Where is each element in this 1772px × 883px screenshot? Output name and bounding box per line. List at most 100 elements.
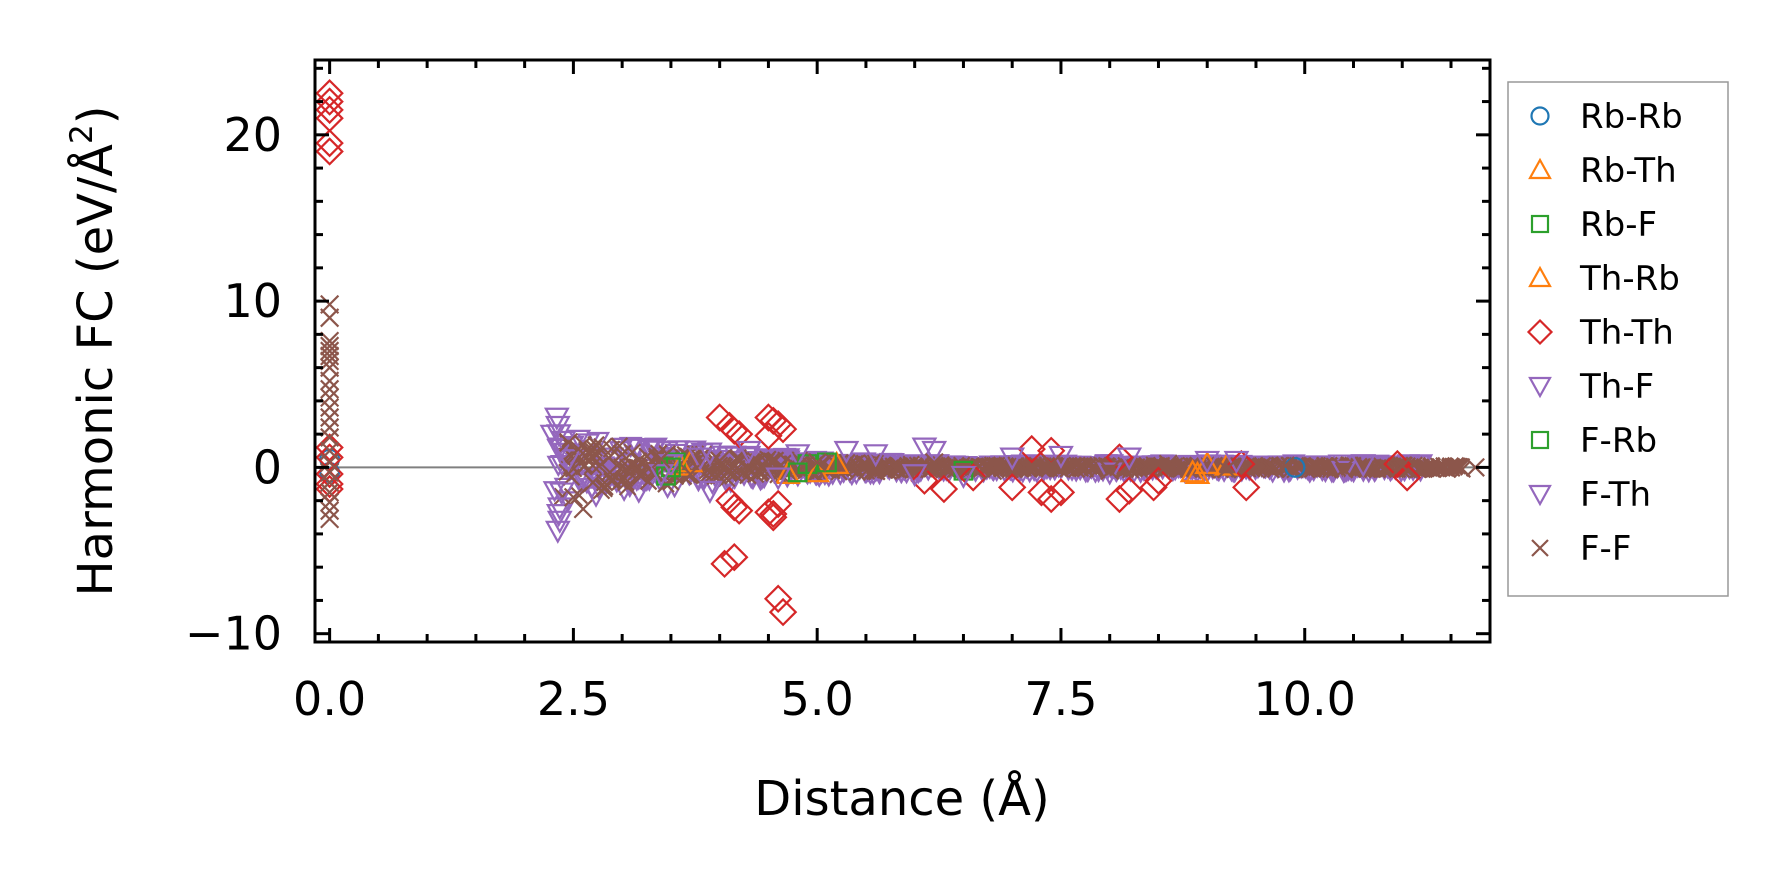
data-point-f-f (866, 461, 886, 481)
data-point-f-f (563, 487, 583, 507)
legend-entry-rb-rb: Rb-Rb (1530, 97, 1683, 137)
legend-entry-rb-f: Rb-F (1530, 205, 1657, 245)
data-point-f-f (1465, 457, 1485, 477)
data-point-f-f (320, 358, 340, 378)
legend-entry-f-th: F-Th (1528, 475, 1651, 515)
legend-entry-th-th: Th-Th (1526, 313, 1674, 353)
x-tick-label: 5.0 (781, 672, 854, 726)
data-point-th-th (1105, 484, 1134, 514)
data-point-f-th (1096, 462, 1123, 486)
data-point-th-f (687, 447, 714, 471)
legend-label: Rb-F (1580, 205, 1657, 245)
data-point-f-th (862, 444, 889, 468)
data-point-th-th (710, 549, 739, 579)
legend-label: Th-Rb (1579, 259, 1680, 299)
data-point-f-th (999, 447, 1026, 471)
y-tick-label: −10 (185, 607, 282, 661)
data-point-f-f (1421, 457, 1442, 477)
data-point-th-th (1144, 466, 1173, 495)
data-point-th-th (759, 499, 788, 529)
data-point-th-th (1017, 434, 1046, 464)
data-point-th-f (921, 440, 948, 465)
data-point-f-f (1041, 454, 1061, 474)
legend-entry-f-rb: F-Rb (1530, 421, 1657, 461)
data-point-th-th (768, 414, 798, 444)
data-point-f-f (558, 432, 579, 453)
legend-marker-th-f (1528, 376, 1552, 399)
data-point-f-th (546, 497, 573, 521)
data-point-f-f (583, 472, 603, 492)
data-point-f-f (593, 437, 613, 458)
data-point-f-rb (787, 462, 808, 483)
legend-marker-f-f (1531, 539, 1549, 557)
data-point-f-f (749, 462, 769, 482)
data-point-f-f (320, 501, 340, 521)
legend-label: F-Th (1580, 475, 1651, 515)
data-point-f-f (1441, 457, 1461, 477)
legend-marker-f-rb (1530, 430, 1550, 450)
data-point-f-f (320, 509, 340, 529)
data-point-f-f (710, 451, 730, 471)
data-point-th-th (724, 419, 754, 449)
data-point-f-f (320, 407, 340, 428)
band-point-f-f (564, 459, 583, 478)
band-point-f-f (584, 456, 602, 475)
data-point-th-f (911, 437, 938, 461)
legend-label: Th-Th (1579, 313, 1674, 353)
data-point-f-f (807, 452, 827, 472)
data-point-f-f (320, 308, 340, 328)
data-point-th-th (1115, 476, 1144, 505)
data-point-th-th (1105, 443, 1134, 472)
legend-entry-rb-th: Rb-Th (1528, 151, 1677, 191)
data-point-th-th (929, 474, 959, 504)
data-point-th-th (1139, 473, 1168, 502)
legend-marker-rb-rb (1530, 106, 1550, 126)
data-point-f-f (1334, 459, 1354, 479)
data-point-f-f (1100, 461, 1120, 481)
legend-label: Th-F (1579, 367, 1654, 407)
data-point-f-f (320, 379, 340, 399)
y-tick-label: 0 (253, 440, 282, 494)
band-point-f-f (1257, 457, 1275, 476)
data-point-th-f (736, 440, 762, 465)
data-point-f-f (320, 427, 340, 448)
data-point-f-f (320, 397, 340, 418)
data-point-th-th (763, 584, 793, 613)
data-point-th-f (697, 442, 723, 466)
data-point-f-f (320, 417, 340, 438)
data-point-th-th (315, 87, 344, 116)
data-point-f-f (924, 452, 944, 472)
y-axis-title: Harmonic FC (eV/Å2) (64, 106, 124, 597)
data-point-f-th (648, 464, 675, 488)
data-point-th-th (720, 542, 749, 572)
data-point-th-th (754, 421, 783, 451)
data-point-f-f (320, 387, 340, 408)
legend-entry-th-f: Th-F (1528, 367, 1654, 407)
data-point-f-f (320, 472, 340, 492)
data-point-f-f (983, 461, 1003, 481)
data-point-th-th (1227, 449, 1256, 479)
data-point-f-f (651, 449, 671, 469)
x-tick-label: 0.0 (293, 672, 366, 726)
data-point-rb-th (775, 460, 801, 484)
legend-entry-f-f: F-F (1531, 529, 1631, 569)
data-point-f-f (320, 351, 340, 371)
data-point-th-th (1392, 463, 1422, 492)
legend: Rb-Rb Rb-Th Rb-F Th-Rb Th-Th Th-F F-Rb F-Th F-F (1507, 81, 1729, 597)
data-point-f-th (901, 464, 928, 488)
legend-label: Rb-Th (1580, 151, 1677, 191)
legend-marker-f-th (1528, 484, 1552, 507)
data-point-f-f (320, 294, 340, 315)
data-point-f-f (1431, 457, 1451, 477)
legend-label: Rb-Rb (1580, 97, 1683, 137)
data-point-f-f (320, 371, 340, 391)
legend-marker-rb-f (1530, 214, 1550, 234)
data-point-f-f (612, 444, 632, 464)
x-tick-label: 2.5 (537, 672, 610, 726)
legend-marker-th-rb (1528, 265, 1552, 288)
data-point-th-th (315, 137, 344, 166)
data-point-f-f (320, 492, 340, 512)
data-point-f-f (320, 331, 340, 351)
